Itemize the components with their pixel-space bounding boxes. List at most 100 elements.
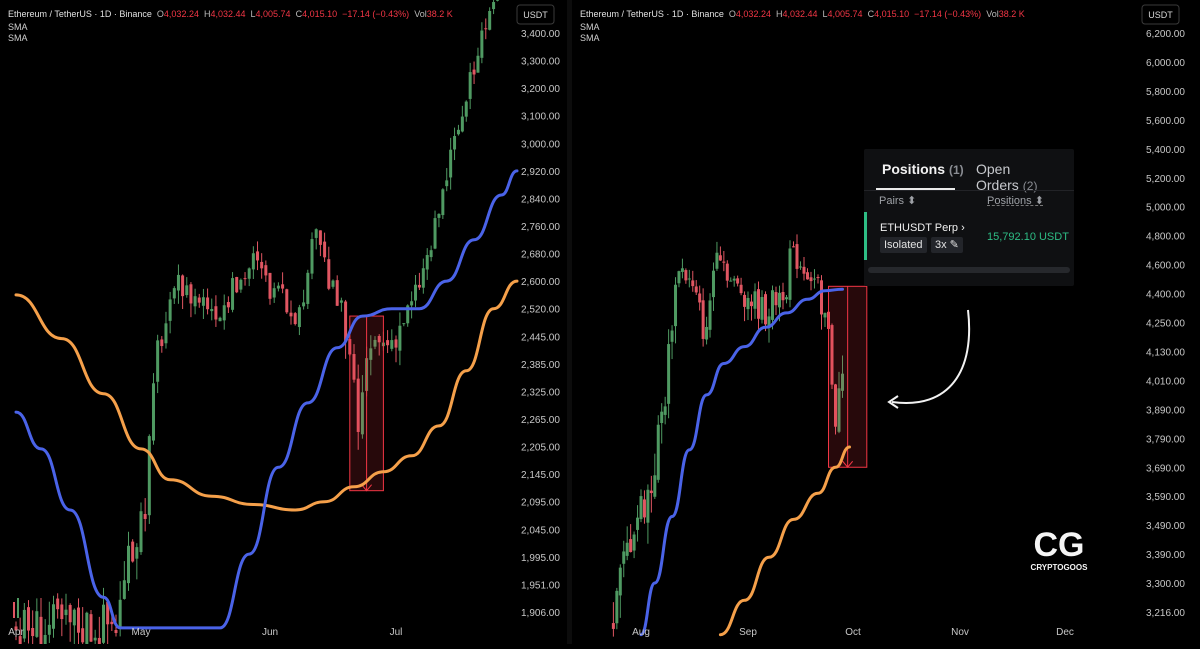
candle (646, 484, 650, 544)
currency-button-bg[interactable] (1141, 4, 1180, 25)
logo-wordmark: CRYPTOGOOS (1031, 563, 1089, 572)
candle (60, 598, 64, 637)
volume-label: Vol (414, 9, 427, 19)
candle-body (243, 278, 247, 280)
candle-body (718, 255, 722, 261)
candle (168, 291, 172, 334)
price-tick-label: 5,200.00 (1146, 174, 1185, 185)
time-tick-label: Jun (262, 627, 278, 638)
tab-open-orders[interactable]: Open Orders (2) (976, 161, 1038, 193)
candle-body (35, 611, 39, 637)
candle-body (663, 406, 667, 415)
candle-body (139, 511, 143, 553)
candle (691, 270, 695, 292)
candle (715, 241, 719, 271)
candle-body (222, 305, 226, 321)
candle (314, 228, 318, 250)
price-tick-label: 5,400.00 (1146, 145, 1185, 156)
candle (743, 291, 747, 322)
candle-body (164, 323, 168, 344)
candle (285, 288, 289, 314)
candle (143, 498, 147, 532)
candle-body (753, 291, 757, 309)
candle-body (97, 637, 101, 645)
candle (718, 246, 722, 261)
sma-line-fast[interactable] (639, 287, 844, 637)
candle-body (127, 545, 130, 584)
candle (736, 275, 740, 287)
candle (456, 124, 460, 136)
tab-positions[interactable]: Positions (1) (882, 161, 964, 177)
candle (425, 248, 429, 280)
highlight-arrow-head (842, 460, 854, 469)
candle (281, 272, 285, 294)
candle-body (56, 598, 60, 610)
price-tick-label: 3,400.00 (521, 29, 560, 40)
time-axis[interactable]: Apr May Jun Jul (8, 627, 402, 638)
candle (226, 296, 230, 313)
candle (437, 213, 441, 228)
candle (339, 297, 343, 312)
column-header-pairs[interactable]: Pairs ⬍ (879, 195, 917, 207)
price-axis[interactable]: 3,400.00 3,300.00 3,200.00 3,100.00 3,000.00… (521, 29, 560, 619)
candle (172, 286, 176, 304)
leverage-badge[interactable]: 3x ✎ (931, 237, 963, 253)
currency-button[interactable]: USDT (1141, 4, 1180, 25)
low-label: L (823, 9, 828, 19)
candle-body (622, 551, 626, 564)
candle (785, 294, 788, 304)
column-header-positions[interactable]: Positions ⬍ (987, 195, 1044, 207)
price-axis[interactable]: 6,200.00 6,000.00 5,800.00 5,600.00 5,400.00… (1146, 29, 1185, 619)
candle-body (732, 278, 736, 281)
price-tick-label: 6,200.00 (1146, 29, 1185, 40)
left-chart-pane[interactable]: 3,400.00 3,300.00 3,200.00 3,100.00 3,000.00… (8, 0, 560, 649)
right-chart-pane[interactable]: 6,200.00 6,000.00 5,800.00 5,600.00 5,400.00… (580, 4, 1185, 638)
candle-body (806, 272, 809, 280)
candle-body (456, 129, 460, 135)
candle-body (377, 335, 381, 343)
candle-body (488, 11, 492, 30)
candle (147, 434, 151, 524)
price-tick-label: 1,995.00 (521, 553, 560, 564)
candle-body (260, 261, 264, 269)
panel-divider[interactable] (567, 0, 572, 644)
currency-button-bg[interactable] (516, 4, 555, 25)
price-tick-label: 4,010.00 (1146, 376, 1185, 387)
candle (753, 283, 757, 319)
sma-line-slow[interactable] (14, 279, 519, 512)
candle (410, 291, 414, 319)
candle (649, 475, 653, 513)
price-tick-label: 3,890.00 (1146, 405, 1185, 416)
candle (639, 489, 643, 523)
candle (131, 539, 135, 563)
high-value: 4,032.44 (210, 9, 245, 19)
candle-body (715, 252, 719, 269)
candle (260, 253, 264, 279)
position-pair-link[interactable]: ETHUSDT Perp › (880, 222, 965, 234)
candle (445, 168, 449, 192)
close-label: C (296, 9, 303, 19)
price-tick-label: 1,951.00 (521, 580, 560, 591)
candle-body (310, 239, 314, 274)
margin-mode-badge[interactable]: Isolated (880, 237, 927, 253)
time-axis[interactable]: Aug Sep Oct Nov Dec (632, 627, 1074, 638)
sma-line-fast[interactable] (14, 169, 519, 630)
candle (495, 0, 499, 2)
candle-body (60, 604, 64, 620)
candle-body (327, 259, 331, 289)
horizontal-scrollbar[interactable] (868, 267, 1070, 273)
price-tick-label: 1,906.00 (521, 608, 560, 619)
candle-body (386, 340, 390, 346)
candle (176, 264, 180, 304)
candle (834, 383, 837, 435)
candle-body (778, 292, 781, 308)
sma-line-slow[interactable] (718, 445, 851, 637)
indicator-label-sma: SMA (580, 22, 600, 32)
candle-body (834, 384, 837, 427)
high-value: 4,032.44 (782, 9, 817, 19)
candle-body (632, 534, 636, 551)
candle (110, 615, 114, 631)
candle-body (201, 297, 205, 306)
currency-button[interactable]: USDT (516, 4, 555, 25)
